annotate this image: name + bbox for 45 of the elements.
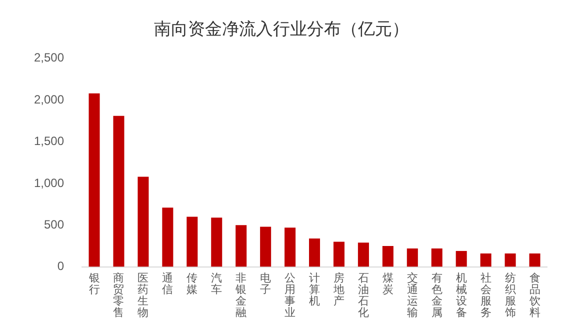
bar [309,238,320,267]
bar [504,253,516,267]
x-tick-label: 银行 [88,271,100,296]
x-tick-label: 公用事业 [284,271,296,320]
chart-title: 南向资金净流入行业分布（亿元） [154,20,409,40]
x-tick-label: 社会服务 [480,271,492,320]
bar [162,208,174,267]
bar [431,248,442,267]
x-tick-label: 非银金融 [234,271,247,320]
bar [284,228,296,267]
y-tick-label: 1,000 [34,176,64,190]
x-tick-label: 计算机 [309,271,320,308]
bar [480,253,492,267]
bar [456,250,467,267]
bar [406,248,418,267]
x-tick-label: 传媒 [186,271,198,296]
bar [260,226,272,267]
y-tick-label: 500 [44,217,64,232]
x-tick-label: 有色金属 [431,271,442,320]
x-tick-label: 石油石化 [358,271,369,320]
x-tick-label: 煤炭 [382,271,394,296]
bar [88,93,100,267]
x-tick-label: 交通运输 [406,271,418,320]
bar [138,176,149,267]
bar [186,216,198,267]
bar [211,218,222,267]
x-tick-label: 电子 [260,271,272,296]
x-tick-label: 房地产 [332,271,344,308]
x-tick-label: 机械设备 [456,271,467,320]
y-tick-label: 1,500 [34,134,64,148]
bar [236,225,247,267]
x-tick-label: 医药生物 [138,271,149,320]
y-tick-label: 2,500 [34,50,64,65]
bar [333,242,344,267]
x-tick-label: 纺织服饰 [504,271,516,320]
bar [529,253,540,267]
x-tick-label: 通信 [162,271,174,296]
y-tick-label: 2,000 [34,92,64,106]
bar [113,116,124,267]
bar [358,242,369,267]
x-tick-label: 商贸零售 [113,271,124,320]
x-tick-label: 汽车 [211,271,222,296]
y-tick-label: 0 [57,259,64,274]
bar [382,246,394,267]
x-tick-label: 食品饮料 [528,271,540,320]
